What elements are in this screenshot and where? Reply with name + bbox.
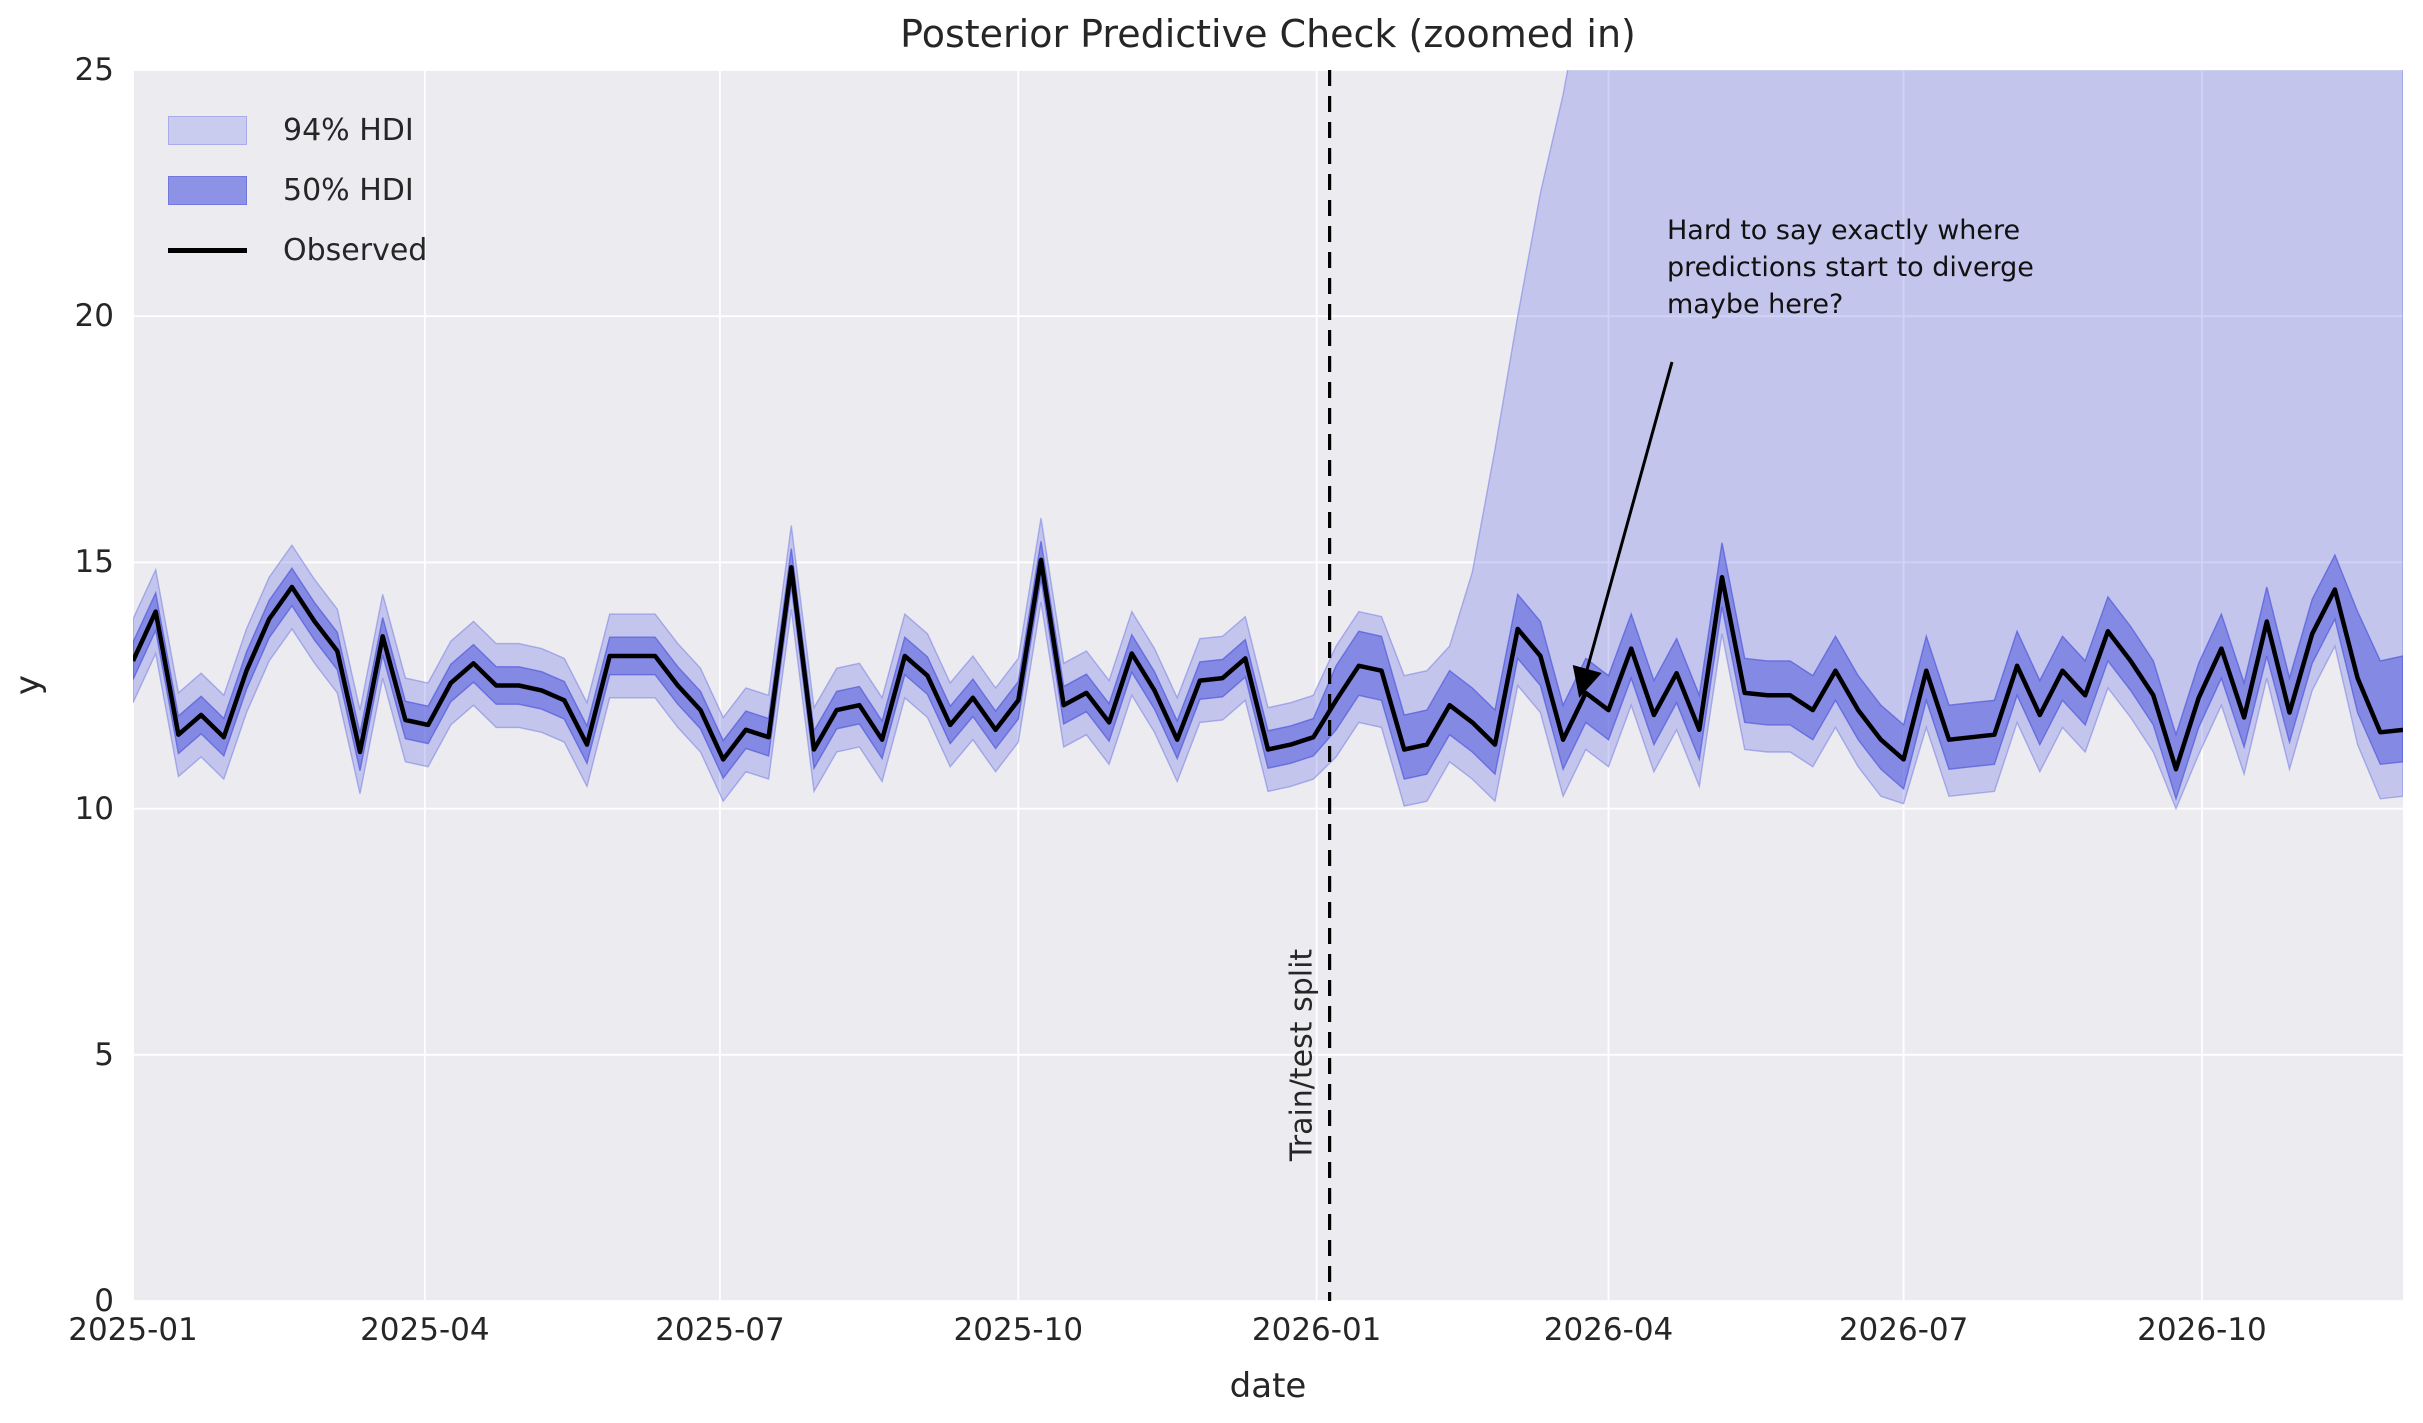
legend-label: 50% HDI	[283, 172, 414, 208]
x-tick-label: 2026-04	[1543, 1312, 1674, 1348]
annotation-text: Hard to say exactly where predictions st…	[1667, 215, 2034, 320]
legend-label: 94% HDI	[283, 112, 414, 148]
y-tick-label: 0	[94, 1283, 114, 1319]
legend-patch-swatch	[168, 175, 247, 205]
legend-item: Observed	[168, 220, 427, 280]
y-tick-label: 20	[74, 298, 114, 335]
x-axis-label: date	[1229, 1366, 1307, 1406]
annotation-arrow	[1572, 361, 1674, 698]
chart-title: Posterior Predictive Check (zoomed in)	[900, 12, 1636, 56]
y-tick-label: 10	[74, 790, 114, 827]
x-tick-label: 2025-01	[68, 1312, 198, 1348]
legend-patch-swatch	[168, 115, 247, 145]
x-tick-label: 2026-01	[1251, 1312, 1382, 1348]
hdi94-band	[133, 70, 2403, 811]
y-tick-label: 25	[74, 52, 114, 88]
x-tick-label: 2025-07	[655, 1312, 785, 1348]
x-tick-label: 2025-10	[953, 1312, 1084, 1348]
x-tick-label: 2026-10	[2137, 1312, 2267, 1348]
legend-label: Observed	[283, 232, 428, 268]
y-tick-label: 5	[94, 1036, 114, 1073]
legend-item: 94% HDI	[168, 100, 427, 160]
x-tick-label: 2026-07	[1838, 1312, 1969, 1348]
x-tick-label: 2025-04	[360, 1312, 490, 1348]
legend: 94% HDI 50% HDI Observed	[168, 100, 427, 280]
y-axis-label: y	[8, 674, 48, 696]
split-line-label: Train/test split	[1284, 948, 1320, 1162]
observed-line	[133, 557, 2403, 772]
legend-item: 50% HDI	[168, 160, 427, 220]
legend-line-swatch	[168, 247, 247, 253]
y-tick-label: 15	[74, 544, 114, 581]
